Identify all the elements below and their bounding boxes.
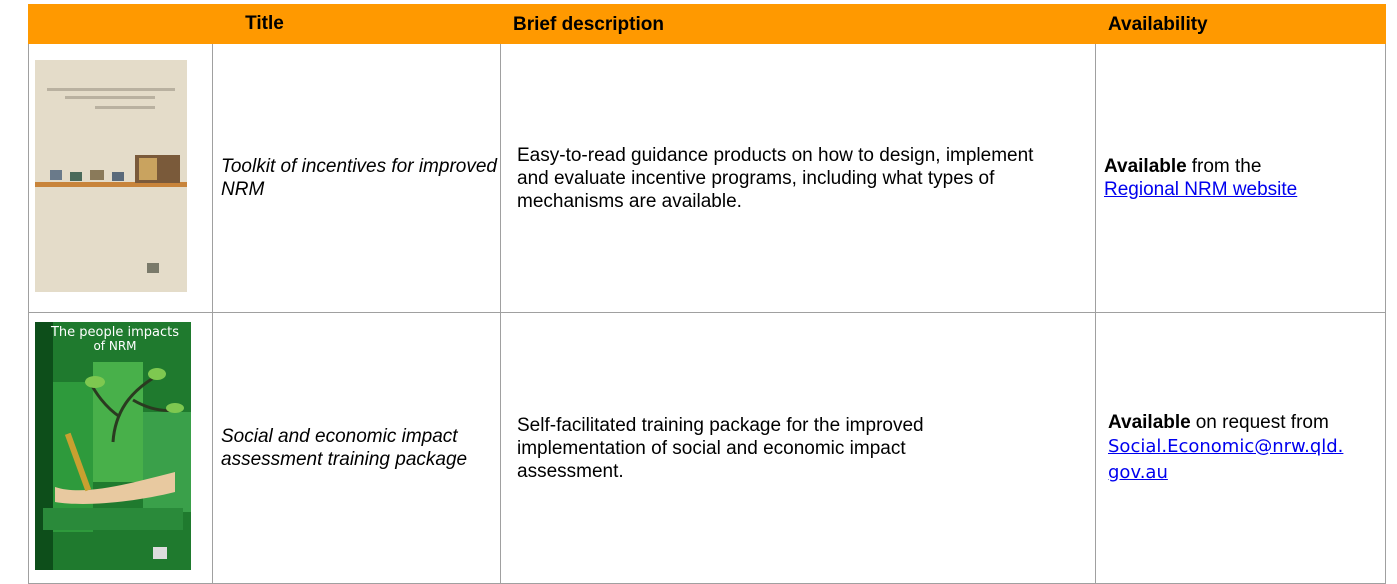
header-row: Title Brief description Availability bbox=[28, 4, 1386, 44]
availability-link[interactable]: Regional NRM website bbox=[1104, 179, 1298, 200]
resource-title: Social and economic impact assessment tr… bbox=[212, 312, 501, 584]
availability-status: Available bbox=[1104, 156, 1187, 177]
cover-image bbox=[35, 59, 187, 292]
availability-block: Available on request from Social.Economic@… bbox=[1104, 411, 1348, 486]
cover-text: The people impacts bbox=[50, 325, 179, 340]
header-title: Title bbox=[28, 4, 501, 44]
availability-cell: Available on request from Social.Economic@… bbox=[1095, 312, 1386, 584]
resource-description: Self-facilitated training package for th… bbox=[500, 312, 1096, 584]
resource-table: Title Brief description Availability Too… bbox=[28, 4, 1386, 584]
availability-text: on request from bbox=[1195, 411, 1329, 433]
availability-status: Available bbox=[1108, 411, 1191, 433]
cover-cell bbox=[28, 43, 213, 313]
row: Toolkit of incentives for improved NRM E… bbox=[28, 43, 1386, 313]
title-text: Social and economic impact assessment tr… bbox=[221, 426, 468, 470]
availability-link[interactable]: Social.Economic@nrw.qld.gov.au bbox=[1108, 435, 1344, 483]
cover-cell: The people impacts of NRM bbox=[28, 312, 213, 584]
header-description: Brief description bbox=[500, 4, 1096, 44]
description-text: Self-facilitated training package for th… bbox=[517, 414, 924, 482]
resource-description: Easy-to-read guidance products on how to… bbox=[500, 43, 1096, 313]
resource-title: Toolkit of incentives for improved NRM bbox=[212, 43, 501, 313]
description-text: Easy-to-read guidance products on how to… bbox=[517, 144, 1034, 212]
availability-text: from the bbox=[1191, 156, 1262, 177]
cover-text: of NRM bbox=[93, 339, 136, 353]
header-availability: Availability bbox=[1095, 4, 1386, 44]
availability-cell: Available from the Regional NRM website bbox=[1095, 43, 1386, 313]
cover-image: The people impacts of NRM bbox=[35, 321, 191, 570]
row: The people impacts of NRM Social and eco… bbox=[28, 312, 1386, 584]
